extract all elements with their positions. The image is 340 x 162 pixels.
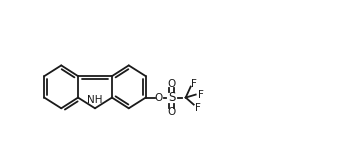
Text: S: S xyxy=(168,91,175,104)
Text: F: F xyxy=(198,90,204,100)
Text: O: O xyxy=(168,107,176,117)
Text: NH: NH xyxy=(87,95,103,105)
Text: O: O xyxy=(155,93,163,103)
Text: F: F xyxy=(195,103,201,113)
Text: O: O xyxy=(168,79,176,89)
Text: F: F xyxy=(191,79,197,89)
